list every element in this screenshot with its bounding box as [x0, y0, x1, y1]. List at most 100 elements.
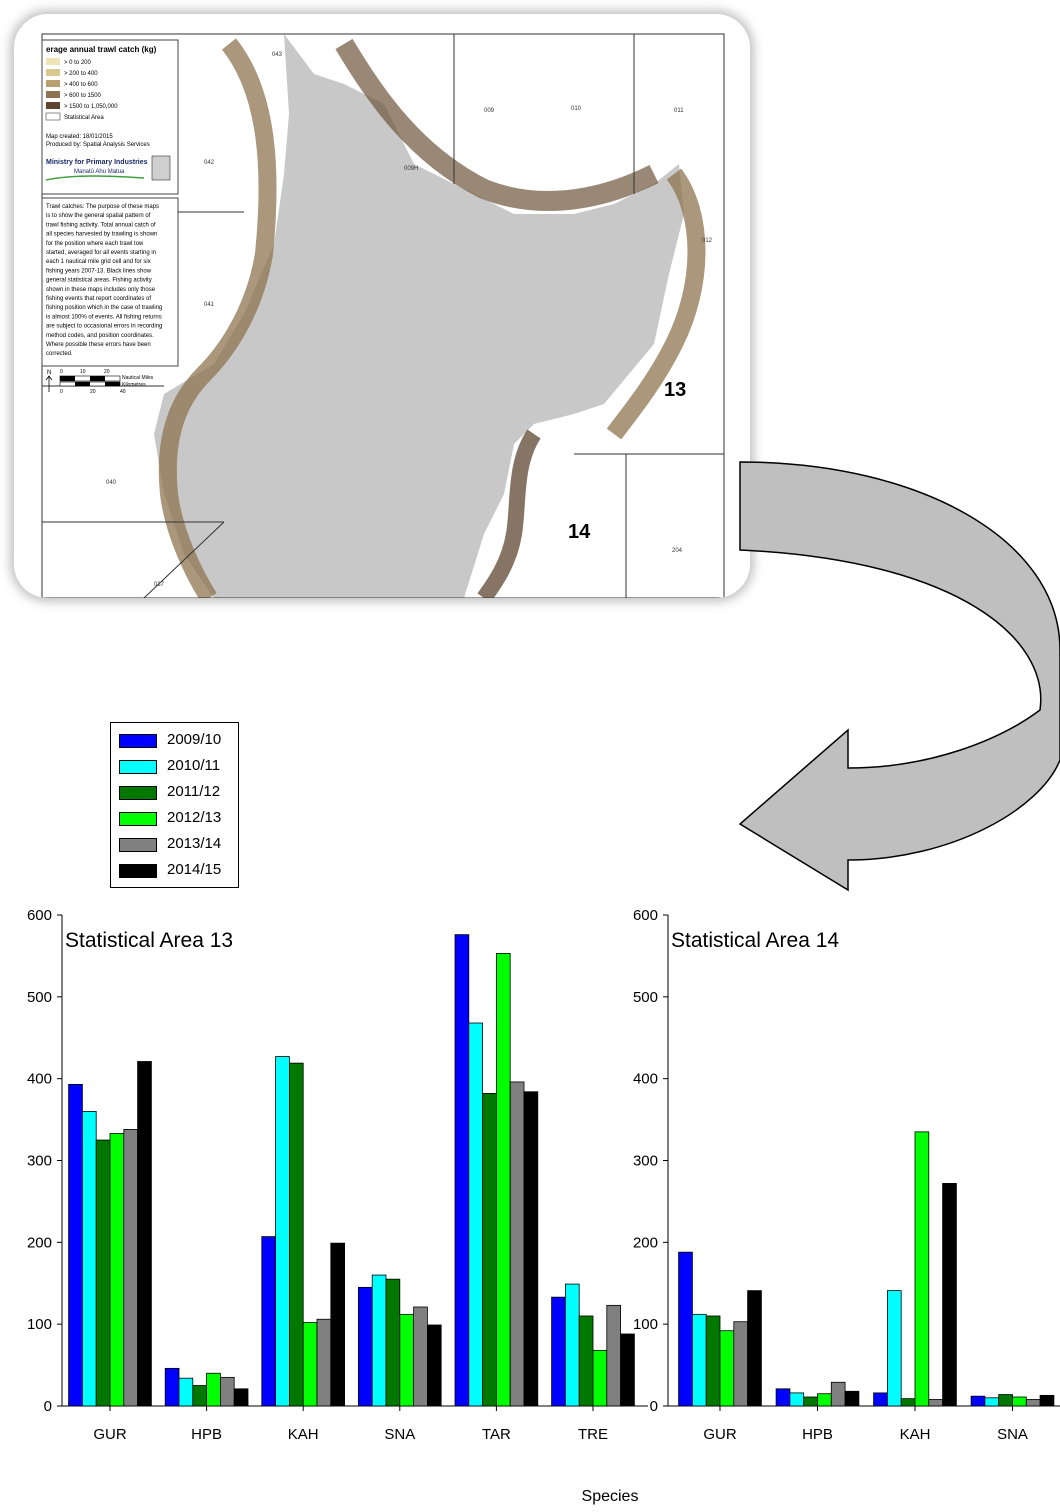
- x-tick-label: TRE: [578, 1426, 608, 1443]
- area-code: 040: [106, 480, 117, 486]
- map-note-line: trawl fishing activity. Total annual cat…: [46, 222, 156, 228]
- scale-tick: 20: [90, 389, 96, 395]
- bar-hpb-2014-15: [233, 1388, 249, 1407]
- y-tick-label: 0: [650, 1398, 658, 1415]
- bar-kah-2009-10: [873, 1392, 888, 1407]
- bar-kah-2009-10: [261, 1236, 276, 1407]
- scale-tick: 0: [60, 389, 63, 395]
- legend-label: 2012/13: [167, 809, 222, 826]
- trawl-catch-map: erage annual trawl catch (kg) > 0 to 200…: [14, 14, 750, 598]
- map-legend-swatch: [46, 69, 60, 76]
- legend-item: 2011/12: [119, 783, 237, 803]
- x-tick-label: GUR: [703, 1426, 737, 1443]
- bar-kah-2013-14: [928, 1399, 943, 1407]
- map-note-line: corrected.: [46, 351, 73, 357]
- bar-gur-2012-13: [719, 1330, 735, 1407]
- bar-tar-2010-11: [468, 1022, 483, 1407]
- area-code: 011: [674, 108, 684, 114]
- legend-label: 2014/15: [167, 861, 222, 878]
- bar-gur-2011-12: [95, 1139, 111, 1407]
- bar-gur-2014-15: [137, 1061, 152, 1407]
- legend-swatch: [119, 864, 157, 878]
- x-axis-title: Species: [581, 1488, 639, 1505]
- legend-swatch: [119, 812, 157, 826]
- bar-sna-2014-15: [1039, 1394, 1055, 1407]
- bar-sna-2013-14: [413, 1306, 428, 1407]
- bar-sna-2013-14: [1025, 1399, 1041, 1407]
- bar-gur-2011-12: [705, 1315, 721, 1407]
- bar-gur-2009-10: [68, 1083, 83, 1407]
- bar-hpb-2014-15: [844, 1390, 860, 1407]
- bar-kah-2012-13: [302, 1322, 318, 1407]
- x-tick-label: SNA: [384, 1426, 415, 1443]
- bar-sna-2012-13: [399, 1313, 414, 1407]
- bar-kah-2014-15: [942, 1183, 957, 1407]
- x-tick-label: HPB: [191, 1426, 222, 1443]
- produced-by-text: Produced by: Spatial Analysis Services: [46, 142, 150, 148]
- legend-swatch: [119, 786, 157, 800]
- map-note-line: Trawl catches: The purpose of these maps: [46, 204, 159, 210]
- legend-item: 2013/14: [119, 835, 237, 855]
- bar-tre-2013-14: [606, 1304, 621, 1407]
- bar-hpb-2010-11: [789, 1392, 805, 1407]
- bar-sna-2010-11: [371, 1274, 387, 1407]
- map-legend-swatch: [45, 112, 61, 121]
- bar-gur-2013-14: [123, 1129, 139, 1407]
- crest-icon: [151, 155, 171, 181]
- area-code: 041: [204, 302, 215, 308]
- north-arrow-icon: [45, 375, 53, 392]
- bar-hpb-2011-12: [803, 1396, 818, 1407]
- map-legend-swatch: [46, 80, 60, 87]
- bar-hpb-2013-14: [219, 1376, 235, 1407]
- map-created-text: Map created: 18/01/2015: [46, 134, 113, 140]
- bar-gur-2013-14: [733, 1321, 748, 1407]
- y-tick-label: 100: [27, 1316, 52, 1333]
- bar-hpb-2012-13: [817, 1393, 832, 1407]
- area-code: 009H: [404, 166, 418, 172]
- catch-band-east: [606, 168, 706, 440]
- map-note-line: each 1 nautical mile grid cell and for s…: [46, 259, 151, 265]
- map-legend-label: > 0 to 200: [64, 60, 92, 66]
- map-legend-swatch: [46, 91, 60, 98]
- map-note-line: fishing position which in the case of tr…: [46, 305, 162, 311]
- map-note-line: fishing events that report coordinates o…: [46, 296, 151, 302]
- x-tick-label: KAH: [900, 1426, 931, 1443]
- map-note-line: shown in these maps includes only those: [46, 287, 156, 293]
- bar-sna-2010-11: [984, 1397, 1000, 1407]
- map-note-line: all species harvested by trawling is sho…: [46, 232, 157, 238]
- bar-sna-2011-12: [998, 1394, 1013, 1407]
- north-arrow-label: N: [47, 370, 51, 376]
- map-note-line: for the position where each trawl tow: [46, 241, 144, 247]
- bar-gur-2010-11: [82, 1111, 97, 1407]
- bar-kah-2011-12: [900, 1398, 916, 1407]
- area-code: 042: [204, 160, 215, 166]
- bar-sna-2009-10: [970, 1395, 986, 1407]
- map-legend-label: > 400 to 600: [64, 82, 98, 88]
- ministry-name: Ministry for Primary Industries: [46, 159, 148, 166]
- scale-unit: Kilometres: [122, 382, 146, 388]
- map-note-line: Where possible these errors have been: [46, 342, 151, 348]
- y-tick-label: 500: [633, 989, 658, 1006]
- map-note-line: is almost 100% of events. All fishing re…: [46, 314, 162, 320]
- legend-swatch: [119, 760, 157, 774]
- chart-title: Statistical Area 13: [65, 929, 233, 952]
- bar-sna-2014-15: [426, 1324, 442, 1407]
- bar-tar-2011-12: [482, 1092, 497, 1407]
- map-note-text: Trawl catches: The purpose of these maps…: [46, 204, 162, 357]
- bar-hpb-2010-11: [178, 1377, 194, 1407]
- legend-swatch: [119, 838, 157, 852]
- bar-hpb-2013-14: [830, 1381, 846, 1407]
- bar-sna-2011-12: [385, 1278, 401, 1407]
- bar-tre-2012-13: [592, 1349, 608, 1407]
- area-code: 043: [272, 52, 283, 58]
- bar-hpb-2012-13: [206, 1372, 221, 1407]
- y-tick-label: 400: [27, 1071, 52, 1088]
- bar-gur-2010-11: [692, 1313, 707, 1407]
- map-legend-label: > 200 to 400: [64, 71, 98, 77]
- legend-label: 2011/12: [167, 783, 221, 800]
- x-tick-label: TAR: [482, 1426, 511, 1443]
- x-tick-label: HPB: [802, 1426, 833, 1443]
- area-code: 009: [484, 108, 495, 114]
- bar-gur-2009-10: [678, 1251, 693, 1407]
